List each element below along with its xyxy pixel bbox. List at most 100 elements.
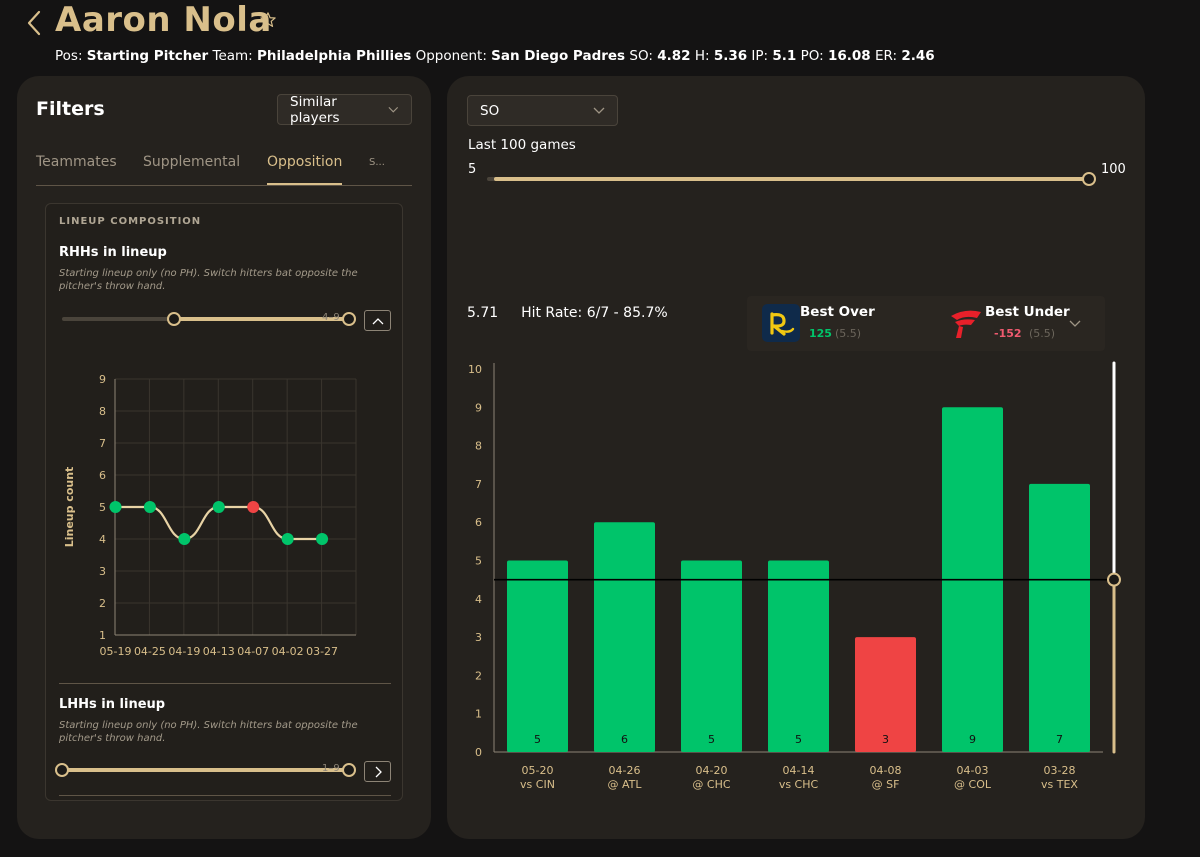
lineup-composition-label: LINEUP COMPOSITION <box>59 216 202 227</box>
data-point[interactable] <box>212 501 225 513</box>
bar-value-label: 6 <box>621 733 628 746</box>
data-point[interactable] <box>109 501 122 513</box>
filters-panel: Filters Similar players Teammates Supple… <box>17 76 431 839</box>
x-tick-label: 03-27 <box>306 645 338 658</box>
y-tick-label: 4 <box>99 533 106 546</box>
chevron-right-icon <box>375 766 382 777</box>
section-divider <box>59 683 391 684</box>
similar-players-dropdown[interactable]: Similar players <box>277 93 412 126</box>
rhh-collapse-button[interactable] <box>364 310 391 331</box>
data-point[interactable] <box>281 533 294 545</box>
y-tick-label: 7 <box>99 437 106 450</box>
y-tick-label: 9 <box>475 401 482 414</box>
bar[interactable] <box>507 560 568 753</box>
x-tick-label: 04-19 <box>168 645 200 658</box>
x-tick-opponent-label: @ COL <box>954 778 992 791</box>
hit-rate-summary: 5.71 Hit Rate: 6/7 - 85.7% <box>467 305 668 321</box>
bar[interactable] <box>594 522 655 752</box>
stat-label: Opponent: <box>415 48 492 64</box>
y-tick-label: 2 <box>99 597 106 610</box>
back-chevron-icon[interactable] <box>22 6 48 40</box>
best-under-line: (5.5) <box>1029 327 1056 340</box>
y-tick-label: 3 <box>475 631 482 644</box>
section-divider <box>59 795 391 796</box>
rhh-range-slider[interactable] <box>62 312 356 326</box>
x-tick-label: 04-25 <box>134 645 166 658</box>
x-tick-opponent-label: vs CHC <box>779 778 819 791</box>
y-tick-label: 10 <box>468 363 482 376</box>
x-tick-date-label: 04-08 <box>870 764 902 777</box>
lhh-slider-fill <box>62 768 349 772</box>
tab-overflow[interactable]: S... <box>369 157 385 168</box>
lhh-range-value: 1–9 <box>322 763 340 774</box>
games-slider-fill <box>494 177 1089 181</box>
bar[interactable] <box>681 560 742 753</box>
y-tick-label: 9 <box>99 373 106 386</box>
y-tick-label: 8 <box>475 440 482 453</box>
rhh-description: Starting lineup only (no PH). Switch hit… <box>59 268 358 292</box>
y-tick-label: 6 <box>99 469 106 482</box>
rhh-lineup-chart: 1 2 3 4 5 6 7 8 9 05-19 04-25 04-19 04-13 04-07 04-02 0… <box>63 373 357 658</box>
x-tick-date-label: 03-28 <box>1044 764 1076 777</box>
lhh-expand-button[interactable] <box>364 761 391 782</box>
tab-supplemental[interactable]: Supplemental <box>143 154 241 170</box>
bar[interactable] <box>1029 483 1090 752</box>
odds-expand-chevron-icon[interactable] <box>1069 320 1081 328</box>
lhh-range-slider[interactable] <box>55 763 356 777</box>
bar-value-label: 5 <box>708 733 715 746</box>
stat-type-dropdown-value: SO <box>480 102 500 119</box>
rhh-slider-high-handle[interactable] <box>342 312 356 326</box>
rhh-slider-low-handle[interactable] <box>167 312 181 326</box>
stat-value: 16.08 <box>827 48 871 64</box>
bar[interactable] <box>855 637 916 752</box>
games-count-slider[interactable] <box>487 172 1096 186</box>
games-slider-max-label: 100 <box>1101 162 1126 177</box>
filter-tabs: Teammates Supplemental Opposition S... <box>36 154 412 186</box>
y-tick-label: 6 <box>475 516 482 529</box>
x-tick-date-label: 04-14 <box>783 764 815 777</box>
bar-value-label: 5 <box>534 733 541 746</box>
games-range-label: Last 100 games <box>468 137 576 153</box>
stat-value: Starting Pitcher <box>86 48 209 64</box>
stat-label: ER: <box>874 48 902 64</box>
stat-type-dropdown[interactable]: SO <box>467 95 618 126</box>
fanatics-logo-icon <box>951 310 981 338</box>
x-tick-label: 05-19 <box>100 645 132 658</box>
x-tick-label: 04-13 <box>203 645 235 658</box>
best-over-odds: 125 <box>809 327 832 340</box>
x-tick-opponent-label: vs CIN <box>520 778 555 791</box>
x-tick-date-label: 04-20 <box>696 764 728 777</box>
bar-value-label: 3 <box>882 733 889 746</box>
favorite-star-icon[interactable] <box>259 11 277 29</box>
filters-title: Filters <box>36 98 105 120</box>
best-over-title: Best Over <box>800 304 875 320</box>
stat-label: IP: <box>751 48 773 64</box>
rhh-title: RHHs in lineup <box>59 245 167 260</box>
data-point[interactable] <box>247 501 260 513</box>
y-tick-label: 4 <box>475 593 482 606</box>
y-tick-label: 5 <box>99 501 106 514</box>
lhh-slider-high-handle[interactable] <box>342 763 356 777</box>
player-name: Aaron Nola <box>55 0 272 40</box>
x-tick-date-label: 04-03 <box>957 764 989 777</box>
y-tick-label: 1 <box>99 629 106 642</box>
x-tick-opponent-label: vs TEX <box>1041 778 1078 791</box>
bar[interactable] <box>768 560 829 753</box>
rhh-range-value: 4–9 <box>322 312 340 323</box>
games-slider-handle[interactable] <box>1082 172 1096 186</box>
data-point[interactable] <box>143 501 156 513</box>
tab-opposition[interactable]: Opposition <box>267 154 343 185</box>
stat-value: 4.82 <box>657 48 691 64</box>
y-axis-label: Lineup count <box>63 467 76 548</box>
data-point[interactable] <box>178 533 191 545</box>
tab-teammates[interactable]: Teammates <box>36 154 117 170</box>
lhh-slider-low-handle[interactable] <box>55 763 69 777</box>
stat-label: Pos: <box>55 48 87 64</box>
line-slider-handle[interactable] <box>1107 572 1121 587</box>
similar-players-dropdown-value: Similar players <box>290 93 340 126</box>
x-tick-opponent-label: @ CHC <box>692 778 730 791</box>
x-tick-date-label: 04-26 <box>609 764 641 777</box>
y-tick-label: 2 <box>475 669 482 682</box>
x-tick-date-label: 05-20 <box>522 764 554 777</box>
data-point[interactable] <box>316 533 329 545</box>
